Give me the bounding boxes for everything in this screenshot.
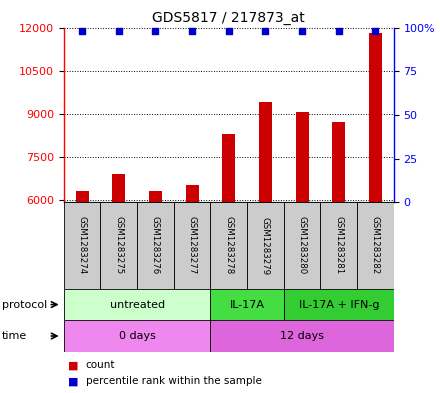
Bar (137, 202, 174, 289)
Point (189, 28, 196, 34)
Point (262, 28, 269, 34)
Text: GSM1283274: GSM1283274 (77, 217, 87, 275)
Text: GSM1283276: GSM1283276 (151, 217, 160, 275)
Point (79, 28, 86, 34)
Bar (357, 202, 394, 289)
Text: time: time (2, 331, 27, 341)
Bar (112, 174, 125, 202)
Text: percentile rank within the sample: percentile rank within the sample (86, 376, 262, 386)
Text: count: count (86, 360, 115, 371)
Bar (222, 134, 235, 202)
Point (335, 28, 342, 34)
Text: ■: ■ (68, 376, 79, 386)
Text: 12 days: 12 days (280, 331, 324, 341)
Point (225, 28, 232, 34)
Text: ■: ■ (68, 360, 79, 371)
Bar (210, 320, 394, 352)
Point (152, 28, 159, 34)
Text: IL-17A: IL-17A (230, 299, 264, 310)
Bar (247, 202, 284, 289)
Text: GSM1283280: GSM1283280 (297, 217, 307, 275)
Text: protocol: protocol (2, 299, 48, 310)
Bar (64, 202, 100, 289)
Bar (64, 320, 210, 352)
Bar (284, 202, 320, 289)
Text: GSM1283282: GSM1283282 (371, 217, 380, 275)
Bar (296, 112, 308, 202)
Bar (210, 289, 284, 320)
Text: GSM1283278: GSM1283278 (224, 217, 233, 275)
Text: GSM1283277: GSM1283277 (187, 217, 197, 275)
Bar (259, 102, 272, 202)
Bar (332, 122, 345, 202)
Bar (100, 202, 137, 289)
Point (299, 28, 306, 34)
Point (372, 28, 379, 34)
Bar (174, 202, 210, 289)
Point (115, 28, 122, 34)
Bar (284, 289, 394, 320)
Bar (64, 289, 210, 320)
Title: GDS5817 / 217873_at: GDS5817 / 217873_at (152, 11, 305, 25)
Bar (149, 191, 162, 202)
Text: GSM1283281: GSM1283281 (334, 217, 343, 275)
Bar (186, 185, 198, 202)
Text: GSM1283275: GSM1283275 (114, 217, 123, 275)
Text: untreated: untreated (110, 299, 165, 310)
Bar (320, 202, 357, 289)
Bar (369, 33, 382, 202)
Text: GSM1283279: GSM1283279 (261, 217, 270, 275)
Text: 0 days: 0 days (119, 331, 156, 341)
Text: IL-17A + IFN-g: IL-17A + IFN-g (299, 299, 379, 310)
Bar (210, 202, 247, 289)
Bar (76, 191, 88, 202)
